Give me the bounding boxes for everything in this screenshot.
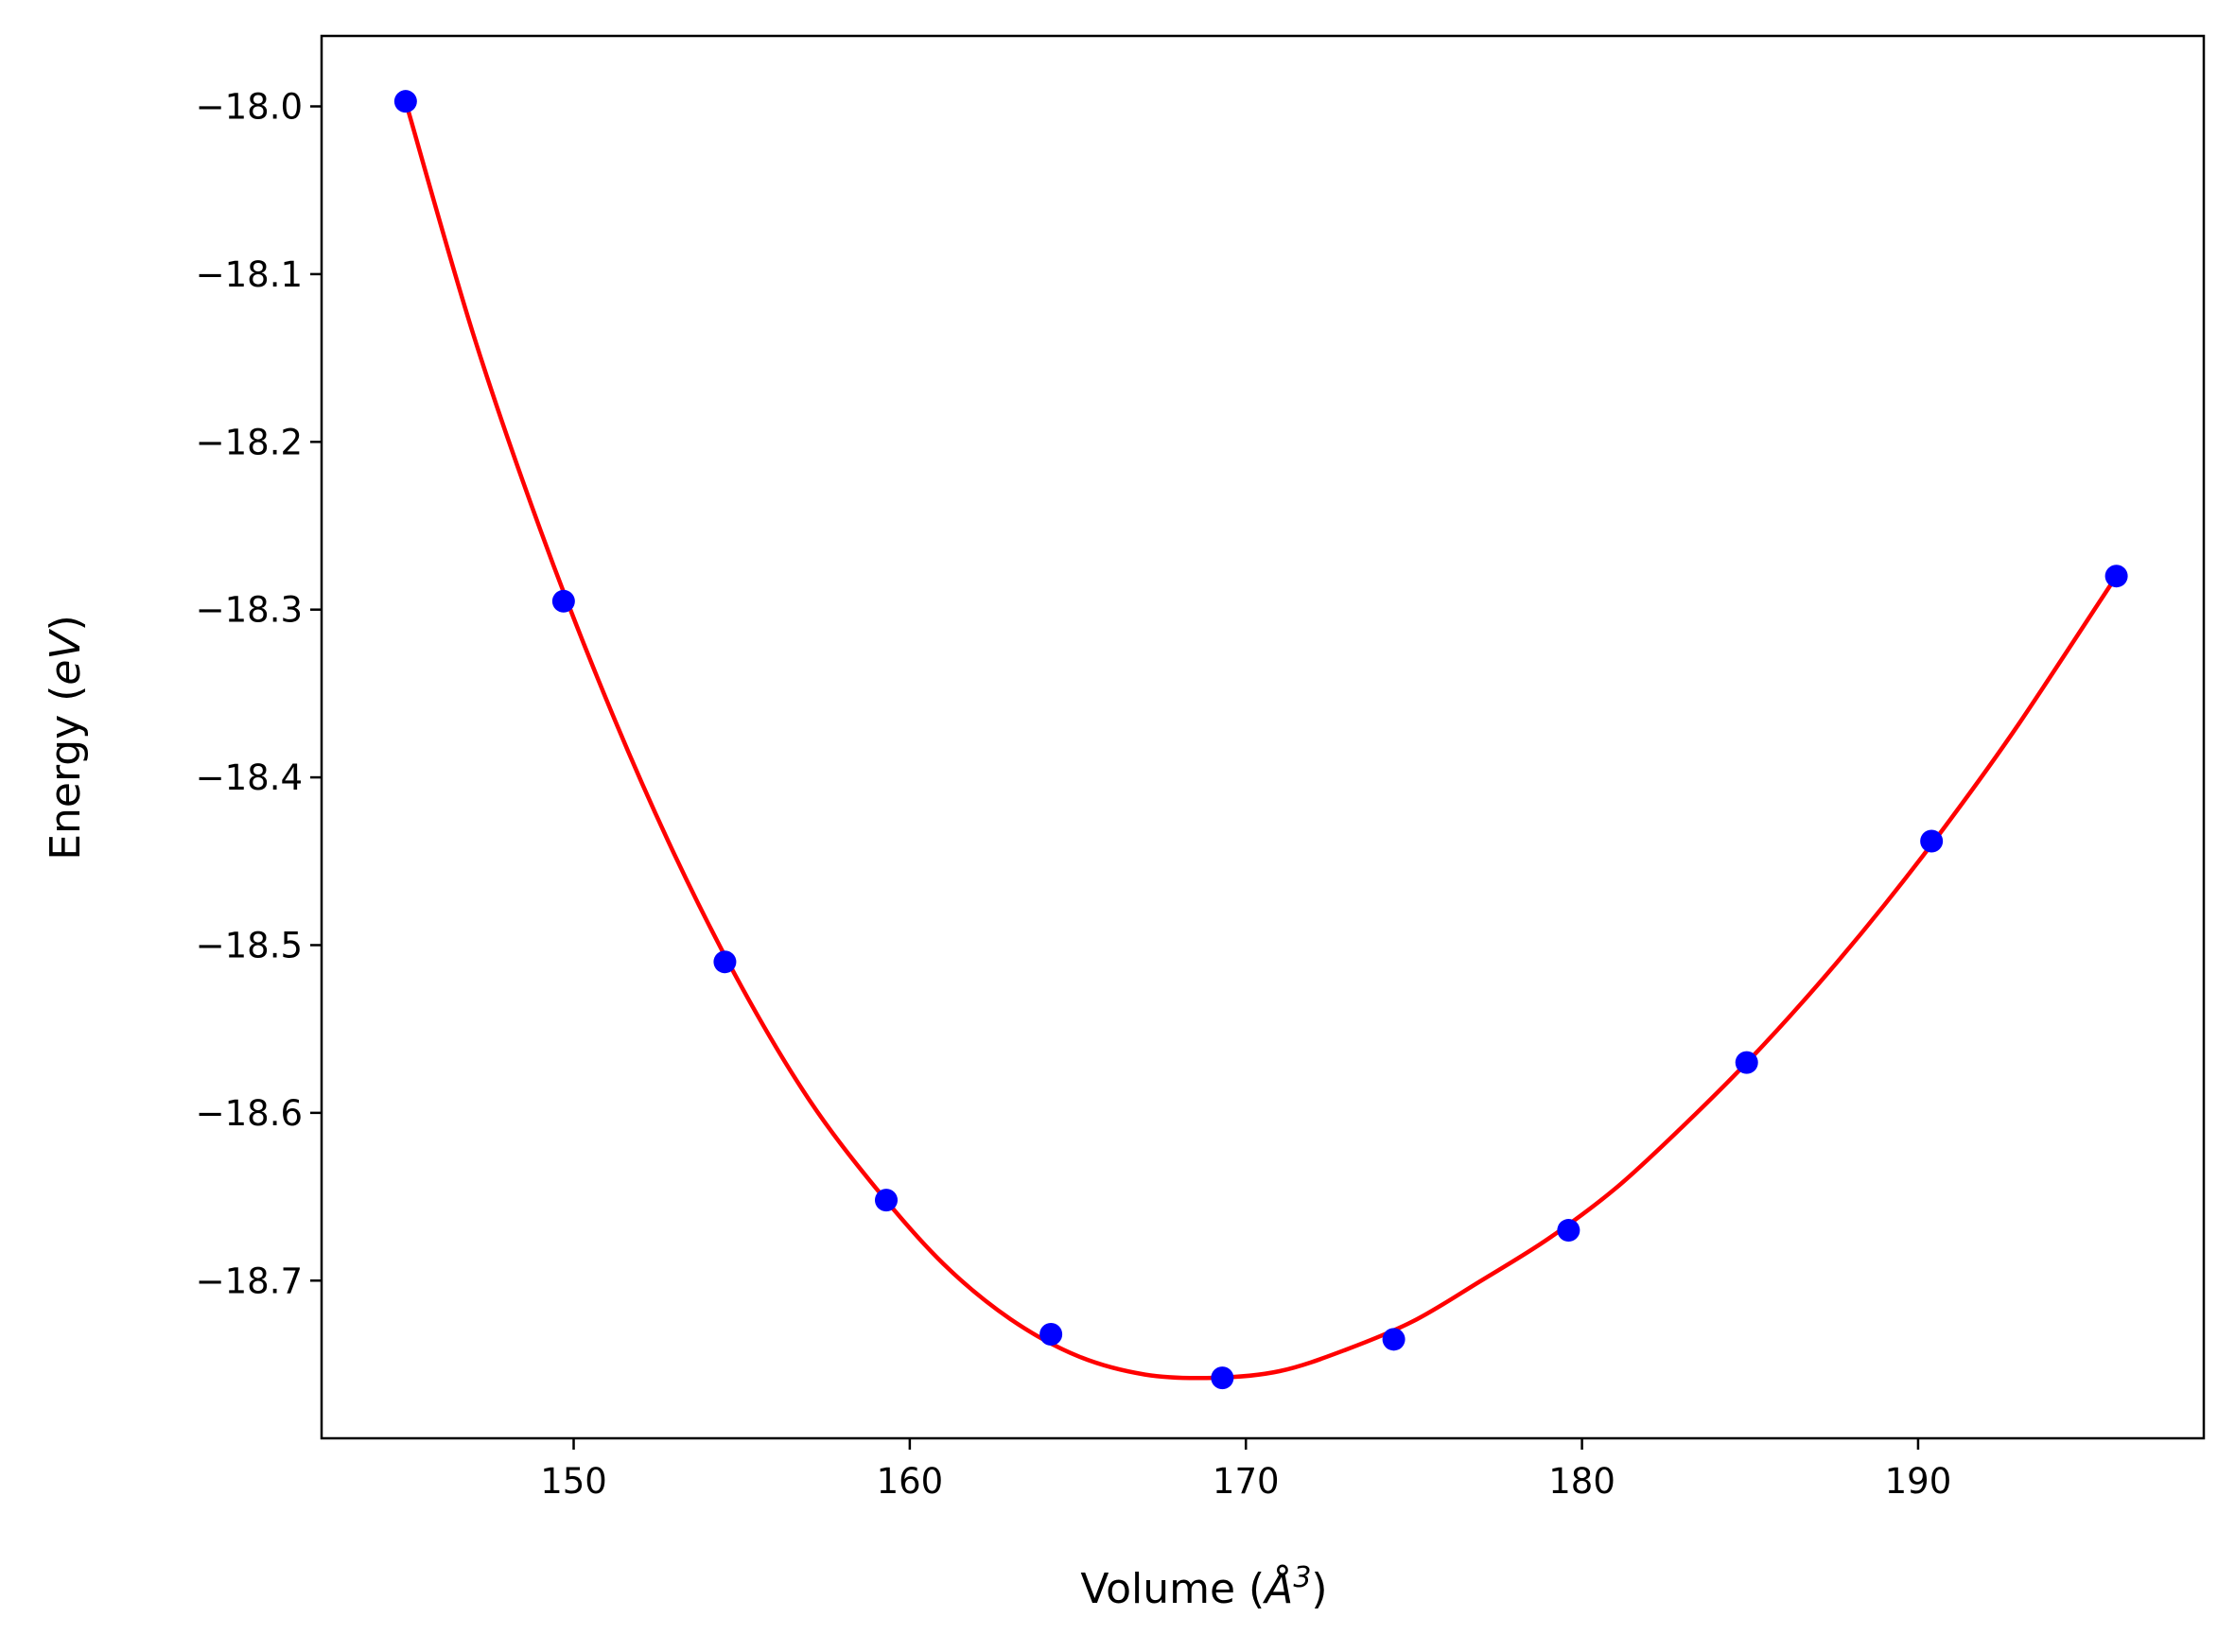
- data-point: [551, 589, 575, 613]
- y-tick-label: −18.1: [196, 254, 303, 295]
- plot-frame: [320, 34, 2206, 1440]
- x-tick-label: 160: [877, 1461, 944, 1502]
- data-point: [1039, 1323, 1063, 1347]
- data-point: [2104, 565, 2128, 588]
- x-tick-label: 180: [1548, 1461, 1615, 1502]
- x-tick-label: 170: [1213, 1461, 1280, 1502]
- y-tick-label: −18.3: [196, 590, 303, 631]
- data-point: [1920, 829, 1944, 853]
- data-point: [875, 1189, 898, 1212]
- data-point: [1211, 1366, 1234, 1390]
- data-point: [393, 90, 417, 113]
- y-tick-label: −18.4: [196, 757, 303, 798]
- data-point: [1382, 1328, 1406, 1351]
- x-tick-label: 150: [540, 1461, 607, 1502]
- x-axis-ticks: 150 160 170 180 190: [540, 1438, 1951, 1502]
- x-tick-label: 190: [1885, 1461, 1952, 1502]
- y-axis-ticks: −18.0 −18.1 −18.2 −18.3 −18.4 −18.5 −18.6 −18.7: [196, 87, 322, 1301]
- fit-curve: [403, 100, 2119, 1381]
- x-axis-label: Volume (Å3): [1080, 1561, 1327, 1614]
- y-tick-label: −18.7: [196, 1261, 303, 1301]
- y-tick-label: −18.5: [196, 925, 303, 965]
- y-tick-label: −18.2: [196, 422, 303, 462]
- y-tick-label: −18.0: [196, 87, 303, 128]
- y-axis-label: Energy (eV): [42, 615, 90, 861]
- plot-area: [393, 90, 2128, 1390]
- data-point: [713, 950, 737, 974]
- data-point: [1557, 1219, 1580, 1243]
- y-tick-label: −18.6: [196, 1093, 303, 1134]
- data-point: [1735, 1051, 1758, 1074]
